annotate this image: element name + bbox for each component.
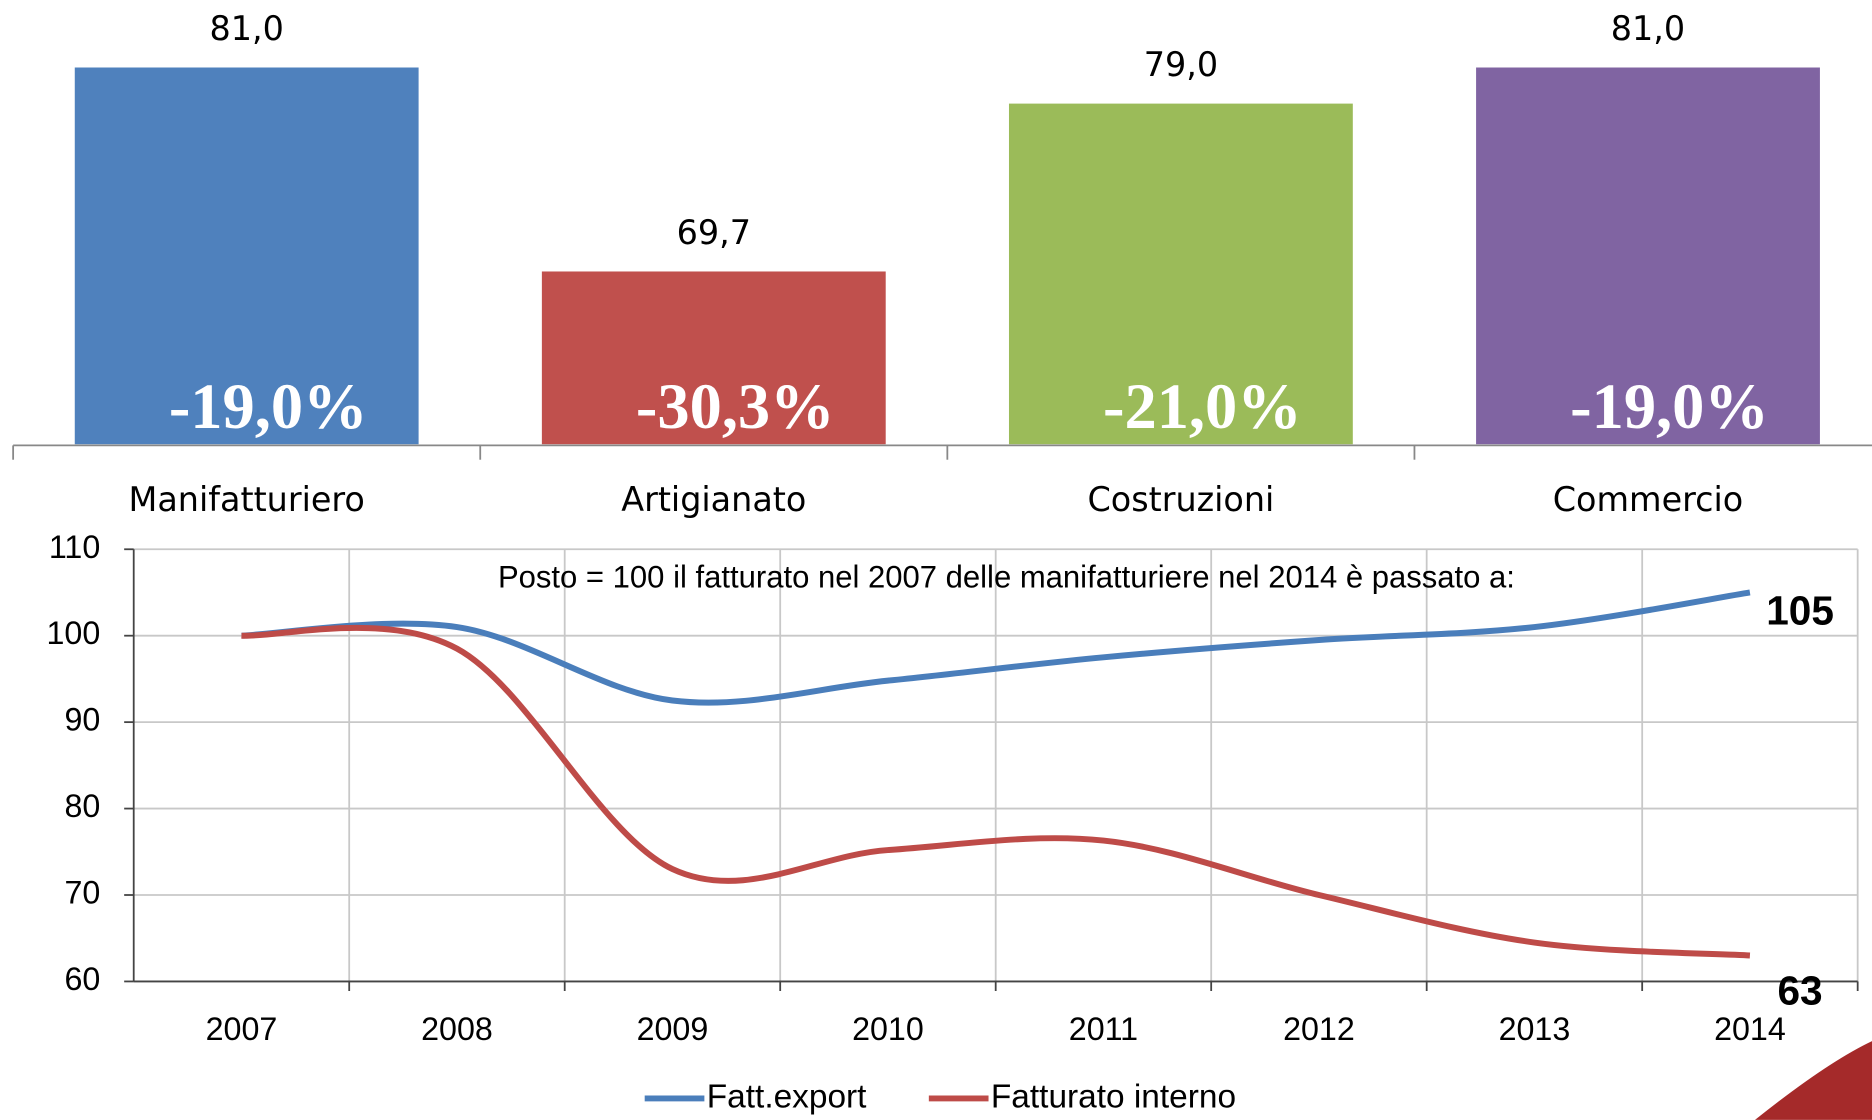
x-tick-label: 2012 — [1283, 1011, 1355, 1047]
value-label: 79,0 — [1144, 45, 1218, 84]
bar — [539, 269, 889, 447]
x-tick-label: Costruzioni — [1087, 480, 1274, 519]
change-label: -19,0% — [1570, 371, 1769, 442]
value-label: 81,0 — [209, 9, 283, 48]
legend-label: Fatt.export — [707, 1078, 867, 1115]
bar — [1473, 65, 1823, 447]
bar — [1006, 101, 1356, 447]
y-tick-label: 110 — [49, 529, 100, 565]
y-tick-label: 100 — [47, 615, 101, 651]
x-tick-label: Commercio — [1553, 480, 1744, 519]
x-tick-label: 2009 — [637, 1011, 709, 1047]
y-tick-label: 60 — [64, 961, 100, 997]
decoration — [1755, 1041, 1872, 1120]
change-label: -21,0% — [1103, 371, 1302, 442]
change-label: -19,0% — [169, 371, 368, 442]
x-tick-label: 2011 — [1069, 1011, 1138, 1047]
value-label: 81,0 — [1611, 9, 1685, 48]
x-tick-label: 2008 — [421, 1011, 493, 1047]
x-tick-label: 2013 — [1499, 1011, 1571, 1047]
legend-label: Fatturato interno — [991, 1078, 1236, 1115]
annotation: Posto = 100 il fatturato nel 2007 delle … — [498, 559, 1515, 594]
y-tick-label: 70 — [64, 875, 100, 911]
value-label: 69,7 — [677, 213, 751, 252]
y-tick-label: 90 — [64, 702, 100, 738]
x-tick-label: Artigianato — [621, 480, 806, 519]
x-tick-label: 2014 — [1714, 1011, 1786, 1047]
end-label: 105 — [1766, 588, 1834, 634]
change-label: -30,3% — [636, 371, 835, 442]
bar — [72, 65, 421, 447]
y-tick-label: 80 — [64, 788, 100, 824]
x-tick-label: 2010 — [852, 1011, 924, 1047]
series-line — [241, 624, 1751, 959]
x-tick-label: 2007 — [206, 1011, 278, 1047]
x-tick-label: Manifatturiero — [129, 480, 365, 519]
end-label: 63 — [1777, 967, 1822, 1013]
series-line — [241, 589, 1751, 706]
